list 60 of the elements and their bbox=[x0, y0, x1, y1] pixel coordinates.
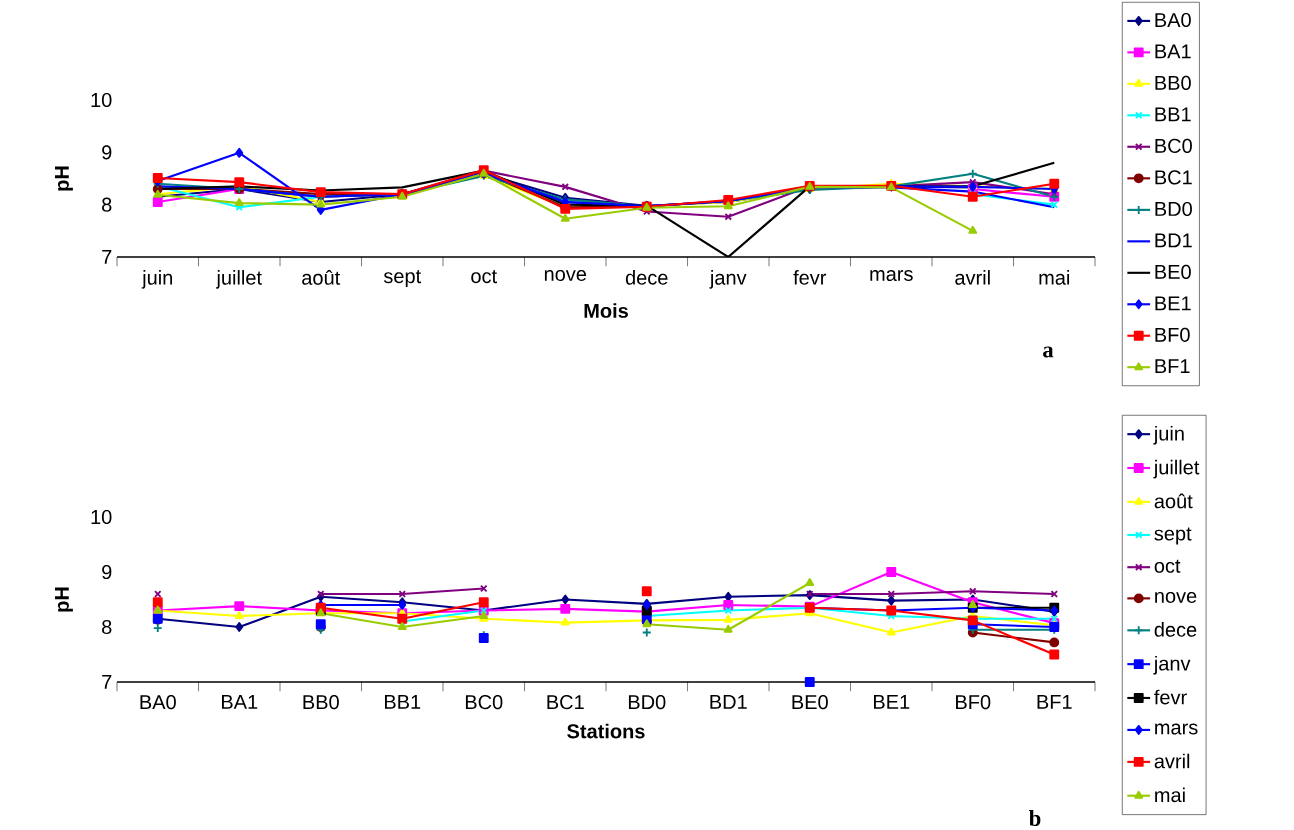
legend-label: BA0 bbox=[1155, 12, 1191, 28]
x-tick-label: août bbox=[302, 270, 341, 285]
y-tick-label: 9 bbox=[102, 145, 112, 160]
legend-label: avril bbox=[1154, 753, 1190, 769]
x-tick-label: BA1 bbox=[221, 695, 258, 709]
legend-label: oct bbox=[1154, 559, 1181, 573]
y-tick-label: 8 bbox=[102, 619, 112, 635]
legend-label: juillet bbox=[1153, 459, 1200, 479]
x-tick-label: BF1 bbox=[1037, 695, 1072, 709]
text: b bbox=[1029, 810, 1041, 826]
x-tick-label: BA0 bbox=[140, 695, 176, 710]
y-tick-label: 7 bbox=[102, 675, 112, 689]
x-tick-label: BB1 bbox=[384, 695, 421, 709]
legend-label: BC0 bbox=[1155, 138, 1192, 153]
x-tick-label: BE1 bbox=[873, 695, 910, 709]
y-axis-title: pH bbox=[54, 166, 73, 191]
x-tick-label: nove bbox=[544, 270, 587, 281]
y-tick-label: 7 bbox=[102, 250, 112, 264]
legend-label: BB0 bbox=[1155, 75, 1191, 91]
x-tick-label: dece bbox=[625, 270, 668, 285]
legend-label: BD0 bbox=[1155, 201, 1192, 217]
x-tick-label: janv bbox=[709, 270, 747, 289]
legend-label: BA1 bbox=[1155, 44, 1191, 59]
legend-label: août bbox=[1154, 493, 1193, 509]
legend-label: BE1 bbox=[1155, 296, 1191, 311]
legend-label: BF0 bbox=[1155, 327, 1190, 342]
y-tick-label: 10 bbox=[91, 92, 112, 108]
x-axis-title: Stations bbox=[567, 723, 645, 739]
y-tick-label: 10 bbox=[91, 509, 112, 525]
legend-label: nove bbox=[1155, 592, 1197, 603]
legend-label: mai bbox=[1155, 787, 1185, 803]
x-tick-label: avril bbox=[955, 270, 990, 285]
x-tick-label: juin bbox=[141, 270, 173, 289]
legend-label: mars bbox=[1155, 723, 1198, 735]
legend-label: BB1 bbox=[1155, 107, 1191, 122]
x-tick-label: BF0 bbox=[956, 695, 991, 710]
legend-label: juin bbox=[1153, 425, 1184, 445]
y-tick-label: 9 bbox=[102, 564, 112, 580]
x-tick-label: mars bbox=[870, 270, 913, 281]
text: a bbox=[1043, 346, 1054, 358]
x-tick-label: juillet bbox=[215, 270, 262, 289]
x-tick-label: fevr bbox=[793, 270, 827, 285]
x-tick-label: mai bbox=[1039, 270, 1070, 285]
x-tick-label: sept bbox=[383, 270, 422, 288]
y-tick-label: 8 bbox=[102, 197, 112, 212]
x-tick-label: BD0 bbox=[628, 695, 666, 710]
x-tick-label: oct bbox=[471, 270, 497, 284]
legend-label: BF1 bbox=[1155, 359, 1190, 374]
x-tick-label: BC0 bbox=[465, 695, 503, 710]
legend-label: BC1 bbox=[1155, 170, 1192, 185]
x-tick-label: BE0 bbox=[792, 695, 828, 710]
x-tick-label: BD1 bbox=[710, 695, 747, 709]
legend-label: dece bbox=[1154, 622, 1197, 637]
x-axis-title: Mois bbox=[584, 303, 628, 318]
legend-label: BD1 bbox=[1155, 233, 1192, 248]
legend-label: sept bbox=[1154, 527, 1192, 545]
y-axis-title: pH bbox=[54, 587, 73, 612]
legend-label: janv bbox=[1153, 655, 1191, 675]
x-tick-label: BC1 bbox=[547, 695, 584, 710]
x-tick-label: BB0 bbox=[303, 695, 339, 710]
